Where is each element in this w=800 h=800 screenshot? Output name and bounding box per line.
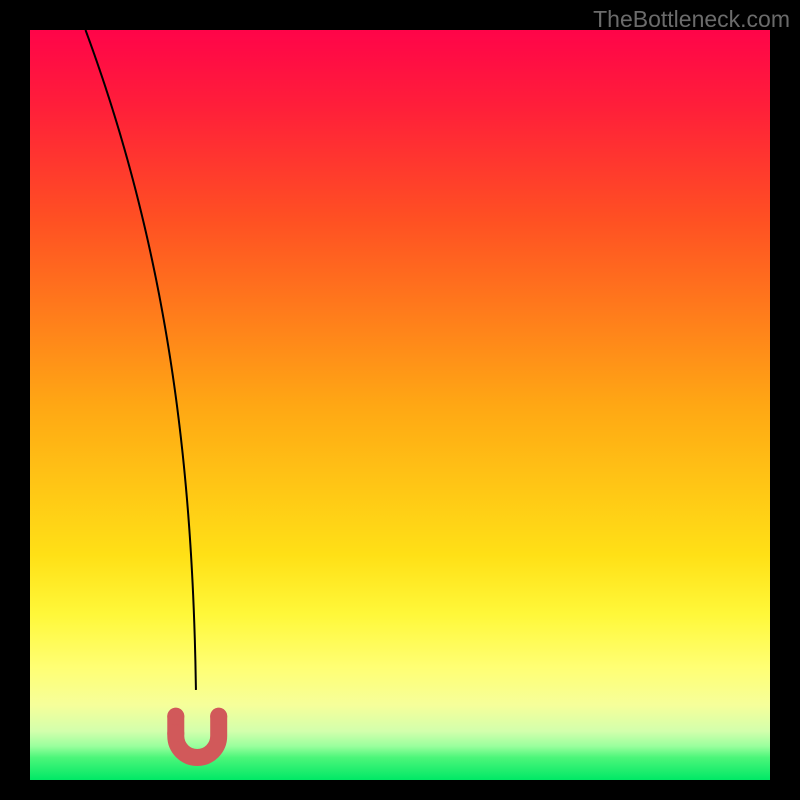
trough-marker (167, 708, 227, 758)
plot-area (30, 30, 770, 780)
chart-container: TheBottleneck.com (0, 0, 800, 800)
curve-svg (30, 30, 770, 780)
curve-line (86, 30, 196, 690)
watermark: TheBottleneck.com (593, 6, 790, 33)
